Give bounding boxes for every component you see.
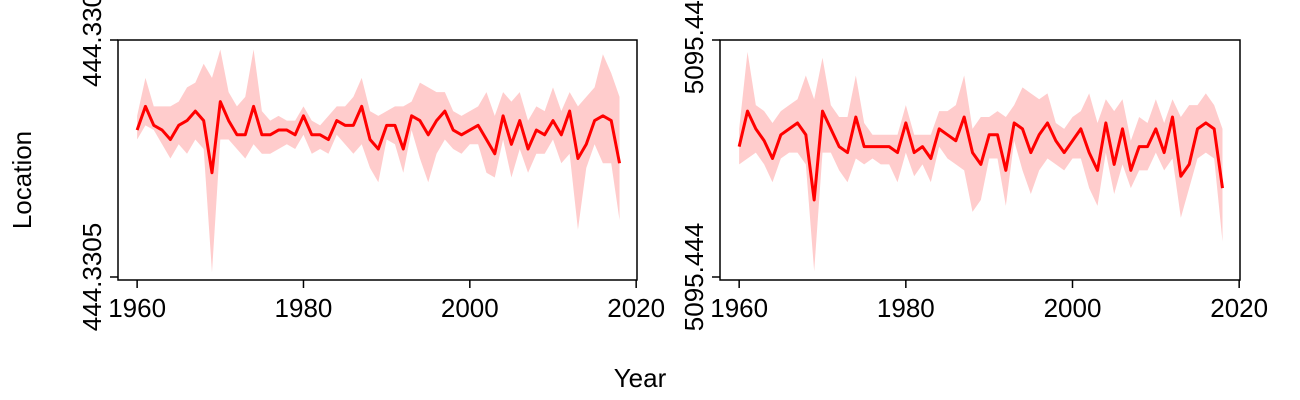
x-tick-label: 1960	[108, 293, 166, 323]
x-tick-label: 2020	[607, 293, 665, 323]
plot-frame	[117, 39, 638, 281]
x-tick-label: 2000	[441, 293, 499, 323]
x-axis-label: Year	[614, 363, 667, 393]
data-line	[737, 109, 1224, 202]
y-axis-label: Location	[7, 131, 37, 229]
x-tick-label: 2020	[1210, 293, 1268, 323]
confidence-band	[137, 49, 620, 273]
x-tick-label: 2000	[1044, 293, 1102, 323]
y-tick-label: 444.3305	[77, 223, 107, 331]
x-tick-label: 1980	[877, 293, 935, 323]
x-tick-label: 1980	[275, 293, 333, 323]
y-tick-label: 444.330	[77, 0, 107, 87]
y-tick-label: 5095.444	[679, 0, 709, 94]
plot-frame	[719, 39, 1241, 281]
data-line	[135, 100, 622, 175]
y-tick-label: 5095.444	[679, 223, 709, 331]
x-tick-label: 1960	[710, 293, 768, 323]
